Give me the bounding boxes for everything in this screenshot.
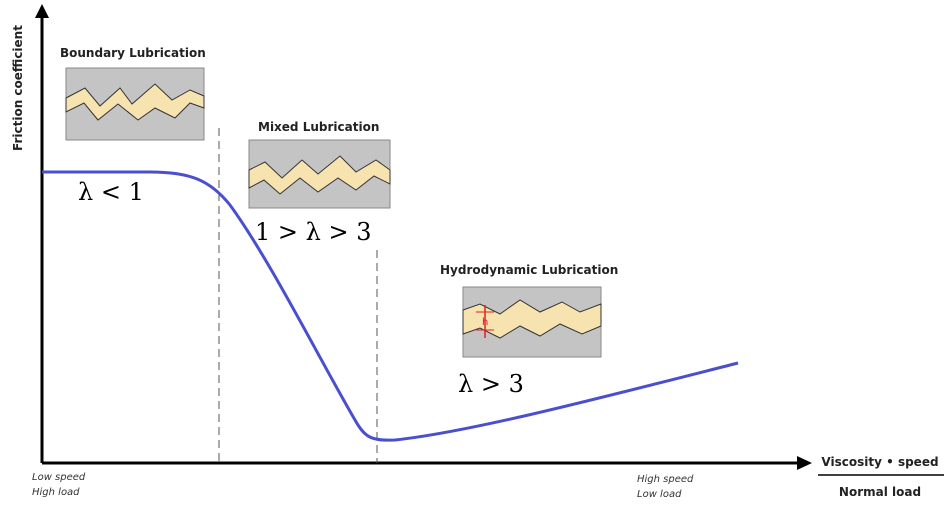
x-note: High load (32, 487, 80, 498)
asperity-film (65, 83, 205, 121)
y-axis-label: Friction coefficient (11, 25, 25, 151)
film-label: h (482, 317, 488, 328)
x-note: Low load (637, 489, 682, 500)
regime-title: Boundary Lubrication (60, 46, 206, 60)
x-note: Low speed (32, 472, 86, 483)
y-arrow (35, 4, 49, 18)
fluid-film (462, 299, 602, 339)
regime-condition: 1 > λ > 3 (255, 218, 371, 246)
x-arrow (797, 456, 812, 470)
regime-condition: λ < 1 (78, 178, 144, 206)
x-axis-numerator: Viscosity • speed (821, 455, 938, 469)
x-axis-denominator: Normal load (839, 485, 921, 499)
regime-title: Mixed Lubrication (258, 120, 379, 134)
asperity-film (248, 155, 391, 195)
x-note: High speed (637, 474, 694, 485)
regime-title: Hydrodynamic Lubrication (440, 263, 618, 277)
stribeck-curve (42, 170, 739, 442)
regime-condition: λ > 3 (458, 370, 524, 398)
